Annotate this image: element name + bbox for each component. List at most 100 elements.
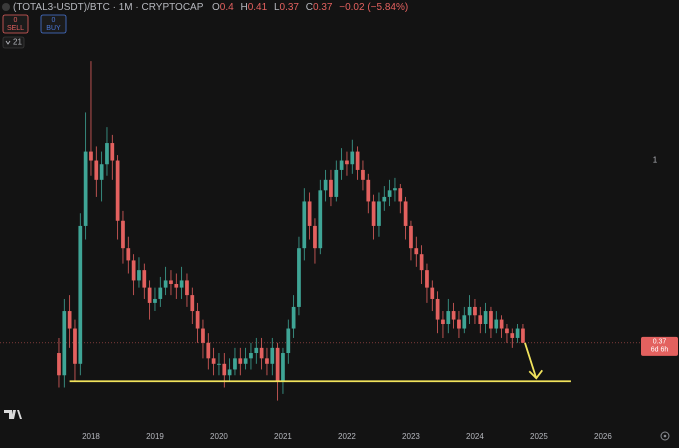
candle-body xyxy=(195,311,200,329)
candle-body xyxy=(345,160,349,165)
candle-body xyxy=(217,363,221,365)
settings-icon[interactable] xyxy=(660,431,670,441)
candle-body xyxy=(355,151,360,170)
gear[interactable] xyxy=(660,431,670,441)
ohlc-value: 0.41 xyxy=(248,2,268,13)
candle-body xyxy=(153,298,157,303)
sell-label[interactable]: SELL xyxy=(7,25,24,32)
candle-body xyxy=(174,283,179,288)
interval-count[interactable]: 21 xyxy=(13,38,22,47)
candle-body xyxy=(377,201,381,226)
gear-center[interactable] xyxy=(663,434,667,438)
indicators-toggle[interactable]: 21 xyxy=(2,36,25,49)
price-label: 0.37 xyxy=(653,339,667,346)
ohlc-value: 0.37 xyxy=(313,2,333,13)
symbol-legend: (TOTAL3-USDT)/BTC · 1M · CRYPTOCAP O0.4 … xyxy=(13,2,408,13)
candle-body xyxy=(414,248,419,255)
x-tick-label: 2024 xyxy=(466,432,484,441)
tv-logo xyxy=(4,410,22,419)
ohlc-key: C xyxy=(306,2,313,13)
candle-body xyxy=(233,358,237,370)
candle-body xyxy=(339,160,344,170)
price-label-box xyxy=(641,336,678,356)
candle-body xyxy=(515,328,520,338)
x-tick-label: 2021 xyxy=(274,432,292,441)
candle-body xyxy=(494,319,499,329)
candle-body xyxy=(67,311,72,329)
candle-body xyxy=(441,319,445,325)
candles xyxy=(57,61,525,401)
ohlc-value: 0.37 xyxy=(280,2,300,13)
arrow-head xyxy=(528,369,543,380)
candle-body xyxy=(57,353,61,376)
sell-count[interactable]: 0 xyxy=(14,17,18,24)
candle-body xyxy=(387,190,392,197)
candle-body xyxy=(451,311,456,320)
candle-body xyxy=(457,319,461,329)
buy-count[interactable]: 0 xyxy=(52,17,56,24)
candle-body xyxy=(446,311,451,325)
sell-button[interactable]: 0 SELL xyxy=(2,14,29,34)
candle-body xyxy=(89,151,93,161)
candle-body xyxy=(307,201,312,226)
candle-body xyxy=(243,358,248,364)
candle-body xyxy=(206,342,211,359)
x-tick-label: 2018 xyxy=(82,432,100,441)
candle-body xyxy=(185,280,189,296)
candle-body xyxy=(366,179,371,202)
candle-body xyxy=(201,328,205,343)
candle-body xyxy=(169,280,173,284)
candle-body xyxy=(297,248,301,307)
candle-body xyxy=(211,358,216,364)
candle-body xyxy=(499,319,504,329)
candle-body xyxy=(179,280,184,288)
candle-body xyxy=(489,311,493,329)
candle-body xyxy=(99,164,104,180)
candle-body xyxy=(329,179,333,197)
candle-body xyxy=(382,196,387,202)
symbol-icon xyxy=(2,3,10,11)
toggle-box[interactable] xyxy=(2,36,25,49)
candle-body xyxy=(361,169,365,180)
candle-body xyxy=(409,225,413,249)
candle-body xyxy=(398,188,403,202)
chevron[interactable] xyxy=(5,40,11,45)
candle-body xyxy=(73,328,77,364)
x-tick-label: 2019 xyxy=(146,432,164,441)
candle-body xyxy=(323,179,328,191)
candle-body xyxy=(254,347,259,354)
buy-box[interactable] xyxy=(40,14,67,34)
candle-body xyxy=(227,369,232,376)
candle-body xyxy=(467,306,472,316)
candle-body xyxy=(121,220,125,249)
candle-body xyxy=(190,295,195,312)
candle-body xyxy=(393,188,397,191)
sell-box[interactable] xyxy=(2,14,29,34)
candle-body xyxy=(483,311,488,325)
candle-body xyxy=(275,347,280,382)
candle-body xyxy=(142,270,147,288)
candle-body xyxy=(94,160,99,180)
candle-body xyxy=(265,358,269,364)
candle-body xyxy=(462,315,467,329)
candle-body xyxy=(131,260,136,281)
x-tick-label: 2026 xyxy=(594,432,612,441)
x-tick-label: 2023 xyxy=(402,432,420,441)
candle-body xyxy=(291,306,296,329)
candle-body xyxy=(334,169,339,197)
candle-body xyxy=(350,151,355,165)
symbol: (TOTAL3-USDT)/BTC · 1M · CRYPTOCAP xyxy=(13,2,204,13)
ohlc-key: O xyxy=(212,2,220,13)
candle-body xyxy=(126,248,131,261)
candle-body xyxy=(419,254,424,271)
candle-body xyxy=(158,287,163,299)
candle-body xyxy=(249,353,253,359)
buy-label[interactable]: BUY xyxy=(46,25,61,32)
candle-body xyxy=(78,225,83,364)
buy-button[interactable]: 0 BUY xyxy=(40,14,67,34)
candle-body xyxy=(147,287,152,303)
candle-body xyxy=(259,347,264,359)
candle-body xyxy=(163,280,168,288)
